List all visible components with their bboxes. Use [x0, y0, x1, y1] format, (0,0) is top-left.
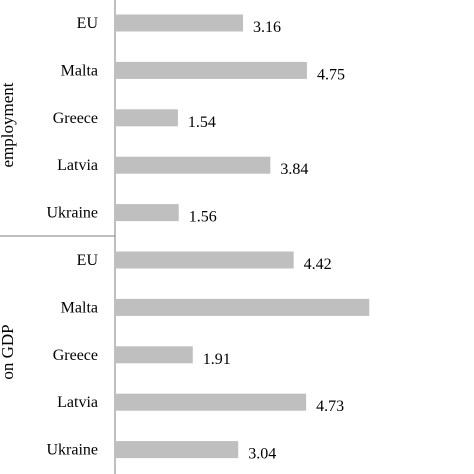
category-label: Greece	[53, 347, 98, 364]
bar	[116, 204, 179, 222]
data-label: 3.84	[280, 161, 308, 178]
bar	[116, 441, 239, 459]
category-label: Malta	[61, 299, 98, 316]
bar	[116, 393, 307, 411]
bar	[116, 251, 294, 269]
bar	[116, 61, 307, 79]
bar	[116, 298, 370, 316]
data-label: 3.04	[248, 446, 276, 463]
category-label: Ukraine	[46, 442, 98, 459]
data-label: 3.16	[253, 19, 281, 36]
data-label: 4.73	[316, 398, 344, 415]
data-label: 1.56	[189, 209, 217, 226]
category-label: Malta	[61, 62, 98, 79]
category-label: Latvia	[57, 394, 98, 411]
category-label: EU	[77, 252, 99, 269]
data-label: 1.54	[188, 114, 216, 131]
group-label: employment	[0, 82, 17, 167]
bar	[116, 14, 244, 32]
category-label: Latvia	[57, 157, 98, 174]
data-label: 4.75	[317, 66, 345, 83]
category-label: Ukraine	[46, 205, 98, 222]
category-label: EU	[77, 15, 99, 32]
group-label: on GDP	[0, 324, 17, 379]
category-label: Greece	[53, 110, 98, 127]
data-label: 1.91	[203, 351, 231, 368]
data-label: 4.42	[304, 256, 332, 273]
bar	[116, 156, 271, 174]
bar	[116, 346, 193, 364]
bar	[116, 109, 178, 127]
